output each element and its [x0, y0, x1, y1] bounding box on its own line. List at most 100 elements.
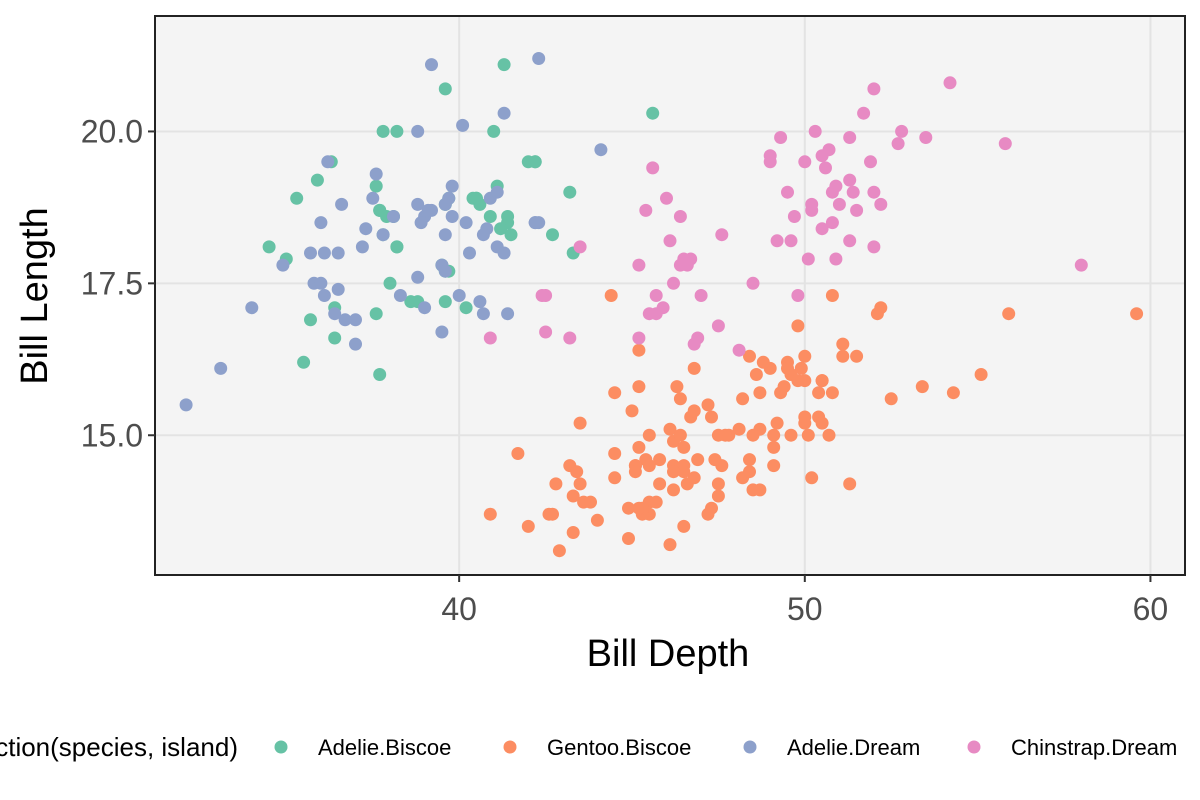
data-point: [369, 167, 383, 181]
data-point: [784, 234, 798, 248]
data-point: [445, 179, 459, 193]
data-point: [691, 453, 705, 467]
data-point: [825, 216, 839, 230]
data-point: [632, 440, 646, 454]
data-point: [594, 143, 608, 157]
data-point: [459, 216, 473, 230]
data-point: [749, 368, 763, 381]
data-point: [463, 246, 476, 260]
y-tick-label: 20.0: [81, 113, 143, 149]
data-point: [625, 404, 639, 418]
data-point: [701, 507, 715, 521]
data-point: [276, 258, 290, 272]
data-point: [663, 538, 677, 552]
data-point: [998, 137, 1012, 151]
data-point: [590, 513, 604, 527]
data-point: [715, 228, 729, 242]
data-point: [290, 191, 304, 205]
data-point: [573, 477, 587, 491]
data-point: [387, 210, 400, 223]
data-point: [476, 307, 490, 321]
data-point: [812, 386, 826, 400]
data-point: [850, 203, 864, 217]
data-point: [552, 544, 566, 558]
data-point: [649, 307, 663, 321]
data-point: [677, 465, 691, 479]
data-point: [711, 428, 725, 442]
data-point: [874, 197, 888, 211]
data-point: [687, 337, 701, 351]
legend-key: [503, 740, 517, 754]
data-point: [801, 252, 815, 266]
data-point: [297, 355, 311, 369]
data-point: [711, 319, 725, 333]
data-point: [825, 185, 839, 199]
data-point: [836, 337, 850, 351]
x-tick-label: 50: [787, 591, 823, 627]
data-point: [687, 404, 701, 418]
data-point: [573, 240, 587, 254]
data-point: [670, 380, 684, 394]
data-point: [798, 155, 812, 169]
data-point: [349, 337, 362, 351]
data-point: [836, 349, 850, 363]
legend-key: [743, 740, 757, 754]
data-point: [791, 289, 805, 302]
data-point: [632, 343, 646, 357]
data-point: [857, 106, 871, 120]
data-point: [328, 307, 342, 321]
data-point: [566, 489, 580, 503]
legend-label: Adelie.Biscoe: [318, 735, 451, 760]
data-point: [843, 234, 857, 248]
data-point: [843, 477, 857, 491]
data-point: [483, 210, 497, 223]
data-point: [687, 471, 701, 485]
data-point: [390, 124, 404, 138]
data-point: [487, 124, 501, 138]
y-axis-ticks: 15.0 17.5 20.0: [81, 113, 155, 453]
data-point: [794, 361, 808, 375]
data-point: [974, 368, 988, 381]
data-point: [756, 355, 770, 369]
data-point: [767, 459, 781, 473]
data-point: [304, 246, 317, 260]
data-point: [649, 495, 663, 509]
data-point: [497, 246, 511, 260]
data-point: [390, 240, 404, 254]
data-point: [490, 185, 504, 199]
data-point: [632, 380, 646, 394]
data-point: [521, 519, 535, 533]
data-point: [331, 246, 345, 260]
data-point: [539, 289, 553, 302]
data-point: [573, 416, 587, 430]
data-point: [808, 124, 822, 138]
data-point: [815, 222, 829, 236]
data-point: [604, 289, 618, 302]
data-point: [622, 532, 635, 545]
data-point: [483, 331, 497, 345]
data-point: [376, 228, 390, 242]
data-point: [497, 58, 511, 72]
y-tick-label: 17.5: [81, 265, 143, 301]
data-point: [919, 131, 933, 144]
data-point: [822, 428, 836, 442]
legend-label: Chinstrap.Dream: [1011, 735, 1177, 760]
data-point: [504, 228, 518, 242]
data-point: [767, 440, 781, 454]
data-point: [435, 325, 449, 339]
data-point: [805, 203, 819, 217]
x-tick-label: 60: [1133, 591, 1169, 627]
data-point: [867, 185, 881, 199]
data-point: [438, 82, 452, 96]
data-point: [829, 252, 843, 266]
legend-key: [274, 740, 288, 754]
data-point: [701, 398, 715, 412]
data-point: [304, 313, 317, 327]
data-point: [746, 483, 760, 497]
data-point: [653, 453, 667, 467]
data-point: [349, 313, 362, 327]
data-point: [476, 228, 490, 242]
data-point: [864, 155, 877, 169]
data-point: [494, 222, 508, 236]
